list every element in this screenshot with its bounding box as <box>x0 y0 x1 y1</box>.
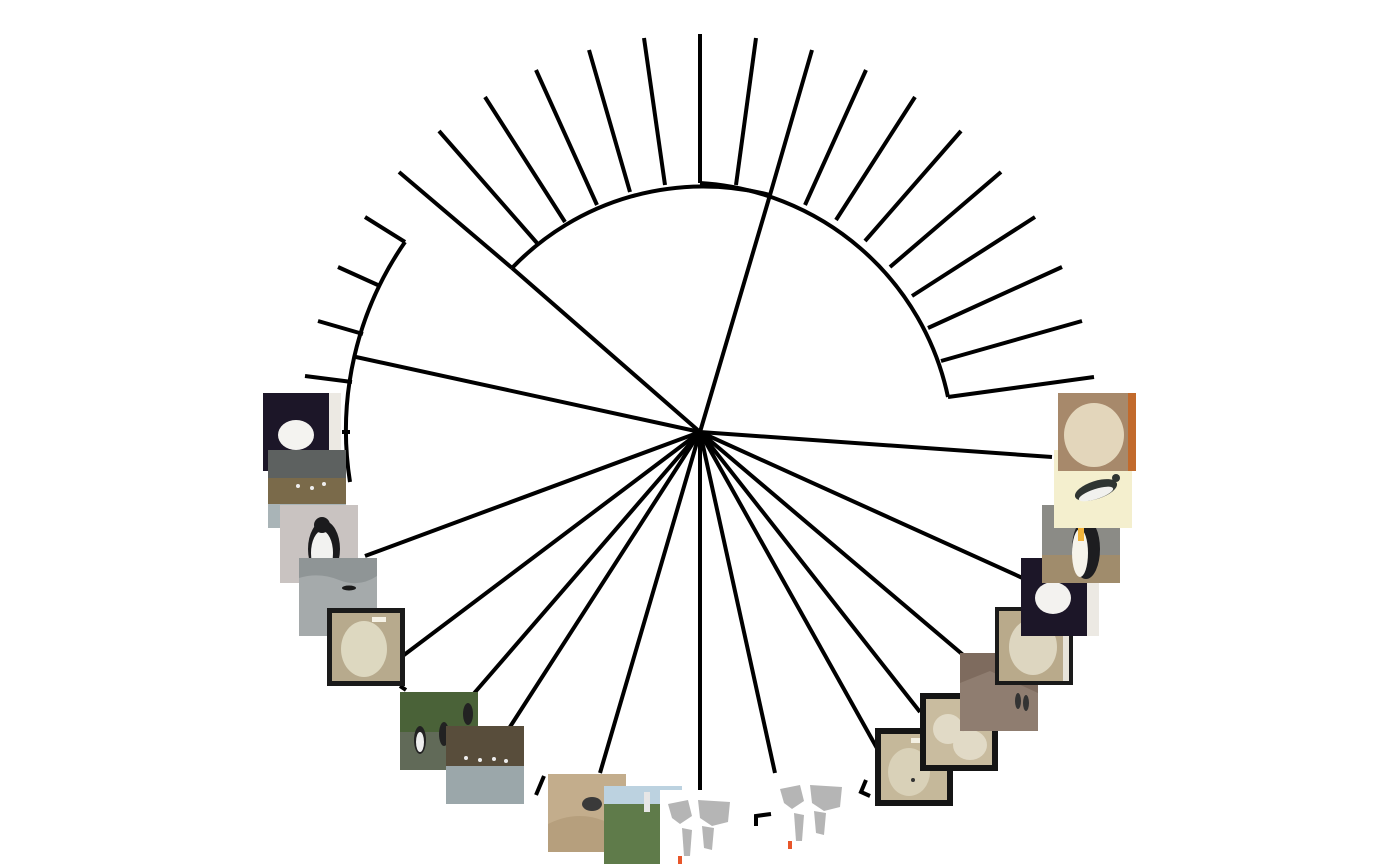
tip-branch <box>698 430 977 667</box>
map <box>772 775 850 853</box>
tip-branch <box>317 319 364 336</box>
tip-branch <box>398 430 702 660</box>
tip-branch <box>598 431 702 774</box>
tip-branch <box>698 430 922 714</box>
tip-branch <box>940 319 1083 363</box>
tip-branch <box>888 170 1003 269</box>
tip-branch <box>534 69 599 206</box>
tip-branch <box>699 430 1028 582</box>
tip-branch <box>587 49 632 193</box>
tip-branch <box>927 265 1063 330</box>
tip-branch <box>910 215 1037 298</box>
colony-photo <box>446 726 524 804</box>
tip-tick <box>858 779 871 798</box>
tip-branch <box>363 215 407 244</box>
tip-branch <box>863 129 963 243</box>
egg-photo <box>1058 393 1136 471</box>
branch-stem <box>510 266 702 434</box>
tip-branch <box>698 431 880 751</box>
tip-branch <box>768 49 814 196</box>
tip-branch <box>468 430 702 700</box>
tip-branch <box>483 95 567 224</box>
egg-photo <box>327 608 405 686</box>
branch-stem <box>698 194 772 433</box>
tip-tick <box>534 775 546 796</box>
tip-branch <box>698 431 777 774</box>
tip-branch <box>506 430 702 732</box>
tip-branch <box>734 37 758 186</box>
tip-branch <box>397 170 514 270</box>
tip-branch <box>304 374 353 384</box>
tip-branch <box>699 430 1053 459</box>
tip-branch <box>337 265 381 288</box>
tip-branch <box>437 129 539 245</box>
tip-branch <box>947 375 1095 399</box>
tip-tick <box>398 684 408 692</box>
tip-branch <box>803 69 868 206</box>
tip-branch <box>642 37 667 186</box>
clade-arc-left <box>344 240 407 483</box>
clade-arc-top-right <box>699 181 950 398</box>
tip-branch <box>834 95 917 222</box>
tree-branches <box>304 34 1095 826</box>
branch-stem <box>355 355 701 434</box>
map <box>660 790 738 868</box>
tip-tick <box>754 812 772 826</box>
tip-branch <box>364 430 701 558</box>
